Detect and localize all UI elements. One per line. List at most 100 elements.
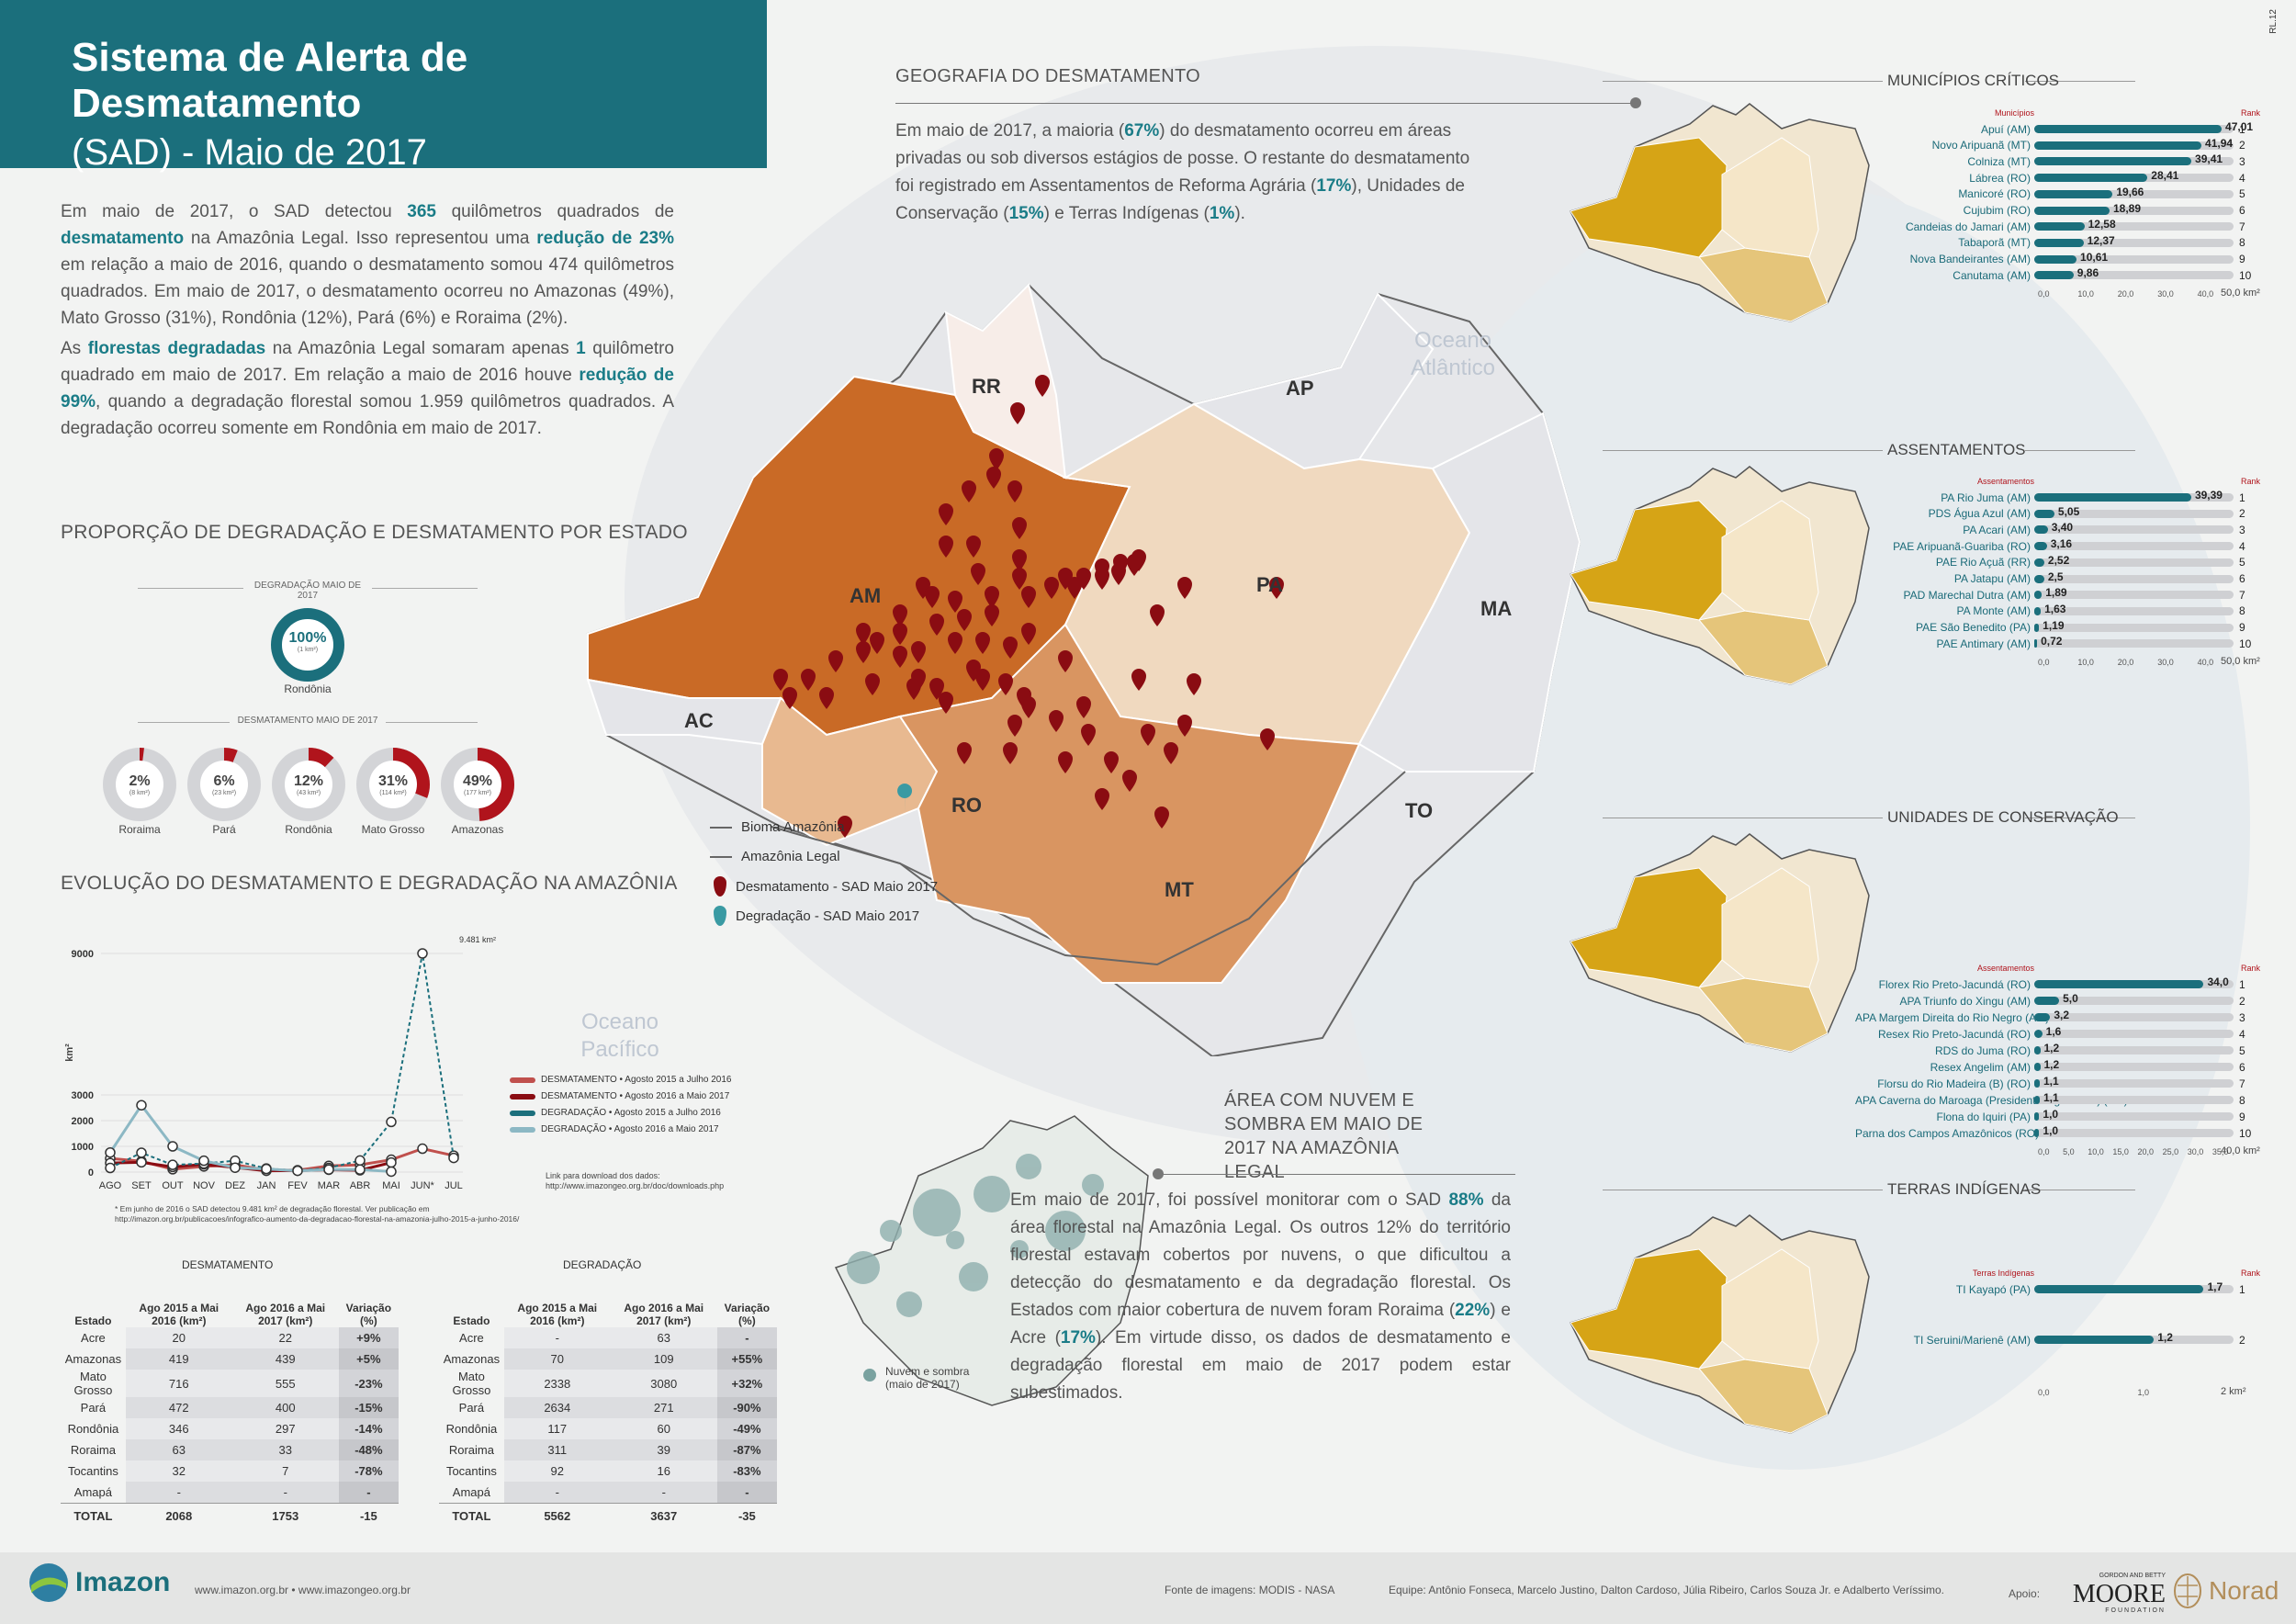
table-cell: Rondônia <box>445 1422 498 1436</box>
donut-state: Rondônia <box>285 823 332 836</box>
ranking-bar <box>2034 189 2113 198</box>
state-label-pa: PA <box>1256 573 1283 596</box>
ranking-rank-header: Rank <box>2241 1269 2261 1278</box>
legend-swatch <box>510 1126 535 1133</box>
ranking-bar-track: 1,63 <box>2034 603 2234 615</box>
ranking-bar-track: 1,1 <box>2034 1075 2234 1088</box>
cloud-legend: Nuvem e sombra (maio de 2017) <box>885 1365 970 1391</box>
deforestation-table: Estado Ago 2015 a Mai 2016 (km²) Ago 2016 … <box>61 1272 399 1528</box>
ranking-value: 39,39 <box>2194 489 2223 502</box>
table-row: Tocantins 32 7 -78% <box>61 1460 399 1482</box>
ranking-value: 34,0 <box>2207 976 2229 988</box>
ranking-name: PDS Água Azul (AM) <box>1928 507 2031 521</box>
table-cell: -83% <box>716 1460 777 1482</box>
ranking-bar-track: 34,0 <box>2034 976 2234 988</box>
main-map <box>586 283 1581 1056</box>
evolution-legend: DESMATAMENTO • Agosto 2015 a Julho 2016 D… <box>510 1075 732 1141</box>
ranking-bar <box>2034 141 2202 150</box>
table-cell: 716 <box>125 1370 232 1397</box>
ranking-bar <box>2034 558 2044 567</box>
ranking-name: Florsu do Rio Madeira (B) (RO) <box>1877 1077 2031 1090</box>
deforestation-marker <box>1010 402 1025 424</box>
ranking-row: PA Jatapu (AM) 2,5 6 <box>1855 570 2254 587</box>
legend-degradation: Degradação - SAD Maio 2017 <box>714 906 919 926</box>
table-cell: 22 <box>231 1327 339 1348</box>
state-label-ac: AC <box>684 709 714 732</box>
ranking-name: PA Acari (AM) <box>1963 523 2031 536</box>
ranking-row: Lábrea (RO) 28,41 4 <box>1855 169 2254 186</box>
legend-swatch <box>510 1077 535 1083</box>
deforestation-marker <box>1260 728 1275 750</box>
ranking-axis-tick: 15,0 <box>2112 1147 2129 1156</box>
legend-row: DEGRADAÇÃO • Agosto 2015 a Julho 2016 <box>510 1108 732 1118</box>
ranking-name: Florex Rio Preto-Jacundá (RO) <box>1878 977 2031 991</box>
ranking-bar <box>2034 271 2074 280</box>
state-label-am: AM <box>850 584 882 607</box>
deforestation-marker <box>971 563 985 585</box>
table-cell: Tocantins <box>445 1464 497 1478</box>
ranking-rank: 7 <box>2239 588 2245 602</box>
download-link[interactable]: Link para download dos dados: http://www… <box>546 1171 725 1190</box>
ranking-axis-tick: 5,0 <box>2063 1147 2075 1156</box>
deforestation-marker <box>828 650 843 672</box>
ranking-value: 28,41 <box>2151 169 2179 183</box>
ranking-row: TI Seruini/Marienê (AM) 1,2 2 <box>1855 1331 2254 1348</box>
table-total-cell: 3637 <box>610 1502 717 1528</box>
ranking-name: PAE São Benedito (PA) <box>1916 621 2031 635</box>
ranking-value: 10,61 <box>2080 250 2109 264</box>
ranking-bar-track: 1,6 <box>2034 1025 2234 1038</box>
ranking-bar <box>2034 1096 2040 1104</box>
x-tick: NOV <box>193 1180 216 1191</box>
ranking-rank: 3 <box>2239 523 2245 536</box>
ranking-row: PAE Aripuanã-Guariba (RO) 3,16 4 <box>1855 537 2254 554</box>
ranking-mini-map <box>1569 833 1870 1053</box>
deforestation-marker <box>1177 577 1192 599</box>
table-cell: -49% <box>716 1418 777 1439</box>
donut-pct: 6% <box>213 773 235 789</box>
deforestation-marker <box>1095 568 1109 590</box>
deforestation-marker <box>893 623 907 645</box>
table-cell: 311 <box>503 1439 611 1460</box>
table-row: Acre -63- <box>439 1327 777 1348</box>
ranking-rank: 5 <box>2239 187 2245 201</box>
ranking-title: TERRAS INDÍGENAS <box>1887 1180 2042 1198</box>
footer-sites[interactable]: www.imazon.org.br • www.imazongeo.org.br <box>195 1584 411 1596</box>
deforestation-marker <box>1081 724 1096 746</box>
ranking-value: 1,2 <box>2157 1331 2173 1344</box>
donut-km: (43 km²) <box>296 790 321 796</box>
table-header: Ago 2015 a Mai 2016 (km²) <box>139 1302 219 1327</box>
table-cell: 7 <box>231 1460 339 1482</box>
ranking-bar <box>2034 157 2192 166</box>
ranking-value: 12,58 <box>2088 218 2116 231</box>
ranking-row: TI Kayapó (PA) 1,7 1 <box>1855 1280 2254 1297</box>
donut-km: (23 km²) <box>211 790 237 796</box>
ranking-bar-track: 9,86 <box>2034 266 2234 280</box>
table-cell: 472 <box>125 1397 232 1418</box>
ranking-row: Parna dos Campos Amazônicos (RO) 1,0 10 <box>1855 1124 2254 1141</box>
cloud-legend-swatch <box>863 1369 876 1382</box>
table-cell: Amapá <box>452 1484 490 1499</box>
title-banner: Sistema de Alerta de Desmatamento (SAD) … <box>0 0 767 173</box>
legend-row: DEGRADAÇÃO • Agosto 2016 a Maio 2017 <box>510 1124 732 1134</box>
table-row: Pará 472 400 -15% <box>61 1397 399 1418</box>
series-point <box>386 1156 397 1168</box>
table-cell: 117 <box>503 1418 611 1439</box>
ranking-rank: 3 <box>2239 1010 2245 1024</box>
deforestation-marker <box>985 586 999 608</box>
moore-bottom: FOUNDATION <box>2105 1607 2166 1614</box>
deforestation-marker <box>939 503 953 525</box>
legend-deforestation: Desmatamento - SAD Maio 2017 <box>714 876 938 897</box>
state-label-ro: RO <box>951 794 982 817</box>
ranking-value: 1,2 <box>2043 1042 2060 1054</box>
table-cell: -48% <box>338 1439 399 1460</box>
deforestation-marker <box>1058 650 1073 672</box>
table-cell: 16 <box>610 1460 717 1482</box>
deforestation-marker <box>989 448 1004 470</box>
deforestation-marker <box>1049 710 1064 732</box>
ranking-col-header: Municípios <box>1994 108 2034 118</box>
donut-2 <box>272 748 345 821</box>
table-cell: 33 <box>231 1439 339 1460</box>
series-point <box>386 1166 397 1178</box>
x-tick: DEZ <box>225 1180 245 1191</box>
table-cell: Amapá <box>73 1484 112 1499</box>
